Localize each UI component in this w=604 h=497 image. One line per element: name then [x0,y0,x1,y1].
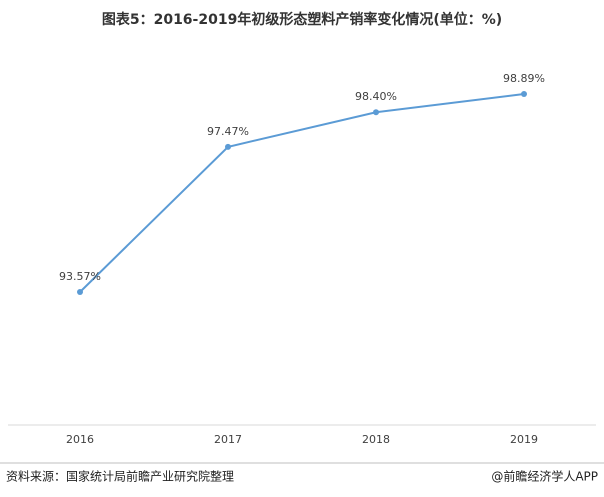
x-tick-label: 2019 [510,433,538,446]
source-note: 资料来源：国家统计局前瞻产业研究院整理 [6,469,234,484]
value-label: 98.40% [355,90,397,103]
point [77,289,83,295]
value-label: 98.89% [503,72,545,85]
chart-title: 图表5：2016-2019年初级形态塑料产销率变化情况(单位：%) [102,11,502,28]
value-label: 93.57% [59,270,101,283]
x-tick-label: 2018 [362,433,390,446]
x-tick-label: 2017 [214,433,242,446]
credit: @前瞻经济学人APP [491,469,598,484]
point [373,109,379,116]
x-tick-label: 2016 [66,433,94,446]
value-label: 97.47% [207,125,249,138]
line [79,93,525,293]
point [521,91,527,97]
point [225,143,231,150]
